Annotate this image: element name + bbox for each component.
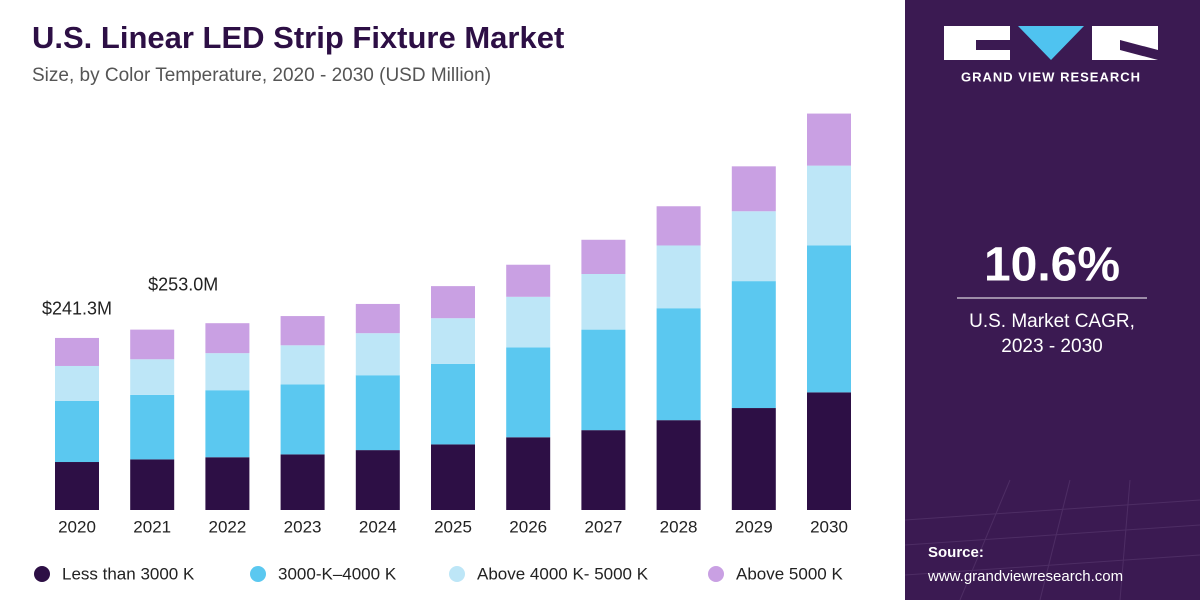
bar-segment — [731, 408, 776, 510]
bar-segment — [55, 337, 99, 366]
x-tick-label: 2028 — [660, 517, 698, 536]
bar-segment — [581, 430, 626, 510]
bar-segment — [807, 113, 851, 166]
brand: GRAND VIEW RESEARCH — [961, 69, 1141, 84]
chart-title: U.S. Linear LED Strip Fixture Market — [32, 20, 564, 55]
bar-segment — [280, 454, 325, 510]
cagr-label: 2023 - 2030 — [1001, 336, 1102, 357]
bar-segment — [431, 444, 475, 510]
legend-marker — [250, 566, 266, 582]
x-tick-label: 2026 — [509, 517, 547, 536]
x-tick-label: 2027 — [584, 517, 622, 536]
source-label: Source: — [928, 544, 984, 561]
x-tick-label: 2030 — [810, 517, 848, 536]
x-tick-label: 2022 — [208, 517, 246, 536]
side-panel: GRAND VIEW RESEARCH 10.6% U.S. Market CA… — [904, 0, 1200, 601]
x-tick-label: 2024 — [359, 517, 397, 536]
legend-label: Above 5000 K — [736, 564, 843, 583]
bar-segment — [506, 437, 551, 510]
legend-label: 3000-K–4000 K — [278, 564, 397, 583]
bar-segment — [355, 333, 400, 376]
bar-segment — [581, 239, 626, 274]
bar-segment — [280, 384, 325, 455]
bar-segment — [205, 353, 250, 391]
total-label: $241.3M — [42, 299, 112, 319]
chart-subtitle: Size, by Color Temperature, 2020 - 2030 … — [32, 65, 491, 86]
bar-segment — [581, 329, 626, 431]
legend-marker — [708, 566, 724, 582]
bar-segment — [656, 308, 701, 421]
bar-segment — [55, 400, 99, 463]
x-tick-label: 2021 — [133, 517, 171, 536]
legend-marker — [449, 566, 465, 582]
bar-segment — [431, 363, 475, 445]
bar-segment — [506, 296, 551, 348]
legend-label: Less than 3000 K — [62, 564, 195, 583]
source-url: www.grandviewresearch.com — [927, 568, 1123, 585]
bar-segment — [731, 281, 776, 409]
x-tick-label: 2023 — [284, 517, 322, 536]
bar-segment — [280, 316, 325, 346]
bar-segment — [506, 347, 551, 438]
bar-segment — [731, 166, 776, 212]
bar-segment — [55, 365, 99, 401]
logo — [944, 26, 1158, 60]
bar-segment — [506, 264, 551, 297]
x-tick-label: 2020 — [58, 517, 96, 536]
bar-segment — [355, 303, 400, 334]
bar-segment — [205, 390, 250, 458]
x-tick-label: 2029 — [735, 517, 773, 536]
bar-segment — [581, 273, 626, 330]
legend-label: Above 4000 K- 5000 K — [477, 564, 649, 583]
bar-segment — [807, 392, 851, 510]
bar-segment — [130, 459, 175, 510]
bar-segment — [656, 206, 701, 246]
bar-segment — [656, 420, 701, 510]
bar-segment — [656, 245, 701, 309]
bar-segment — [280, 345, 325, 385]
bar-segment — [807, 245, 851, 393]
bar-segment — [55, 462, 99, 510]
panel-grid — [904, 479, 1200, 601]
bar-segment — [205, 457, 250, 510]
bar-segment — [205, 323, 250, 354]
bar-segment — [431, 286, 475, 319]
cagr-value: 10.6% — [984, 239, 1120, 292]
bar-segment — [130, 359, 175, 395]
bar-segment — [807, 165, 851, 246]
cagr-label: U.S. Market CAGR, — [969, 311, 1135, 332]
legend-marker — [34, 566, 50, 582]
bar-segment — [355, 450, 400, 510]
panel-background — [905, 0, 1200, 600]
bar-segment — [130, 394, 175, 460]
bar-segment — [130, 329, 175, 360]
bar-segment — [355, 375, 400, 451]
x-tick-label: 2025 — [434, 517, 472, 536]
bar-segment — [731, 211, 776, 282]
bar-segment — [431, 318, 475, 364]
total-label: $253.0M — [148, 274, 218, 294]
